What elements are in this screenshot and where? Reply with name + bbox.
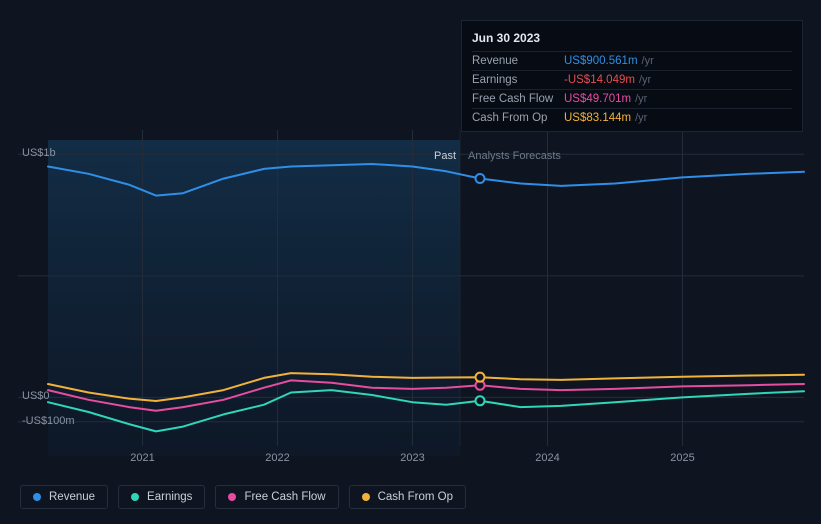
- tooltip-key: Earnings: [472, 74, 564, 86]
- legend-label: Revenue: [49, 491, 95, 503]
- tooltip-value: US$900.561m: [564, 55, 638, 67]
- tooltip-value: US$49.701m: [564, 93, 631, 105]
- label-past: Past: [434, 150, 456, 162]
- tooltip-row: Earnings-US$14.049m/yr: [472, 70, 792, 89]
- tooltip-key: Free Cash Flow: [472, 93, 564, 105]
- legend-dot-icon: [131, 493, 139, 501]
- legend-item-revenue[interactable]: Revenue: [20, 485, 108, 509]
- x-axis-label: 2021: [130, 452, 154, 464]
- tooltip-unit: /yr: [642, 55, 654, 67]
- legend-label: Earnings: [147, 491, 192, 503]
- chart-tooltip: Jun 30 2023 RevenueUS$900.561m/yrEarning…: [461, 20, 803, 132]
- legend-item-fcf[interactable]: Free Cash Flow: [215, 485, 338, 509]
- tooltip-row: Cash From OpUS$83.144m/yr: [472, 108, 792, 127]
- label-forecast: Analysts Forecasts: [468, 150, 561, 162]
- legend-dot-icon: [33, 493, 41, 501]
- tooltip-unit: /yr: [635, 93, 647, 105]
- tooltip-unit: /yr: [639, 74, 651, 86]
- tooltip-date: Jun 30 2023: [472, 27, 792, 51]
- tooltip-row: RevenueUS$900.561m/yr: [472, 51, 792, 70]
- legend-dot-icon: [228, 493, 236, 501]
- tooltip-key: Revenue: [472, 55, 564, 67]
- y-axis-label: US$1b: [22, 147, 56, 159]
- tooltip-key: Cash From Op: [472, 112, 564, 124]
- tooltip-unit: /yr: [635, 112, 647, 124]
- financials-chart: US$1b US$0 -US$100m 2021 2022 2023 2024 2025 P…: [0, 0, 821, 480]
- x-axis-label: 2024: [535, 452, 559, 464]
- tooltip-row: Free Cash FlowUS$49.701m/yr: [472, 89, 792, 108]
- tooltip-value: -US$14.049m: [564, 74, 635, 86]
- tooltip-value: US$83.144m: [564, 112, 631, 124]
- x-axis-label: 2025: [670, 452, 694, 464]
- chart-legend: Revenue Earnings Free Cash Flow Cash From O…: [20, 485, 466, 509]
- legend-dot-icon: [362, 493, 370, 501]
- legend-label: Free Cash Flow: [244, 491, 325, 503]
- x-axis-label: 2023: [400, 452, 424, 464]
- legend-item-cfo[interactable]: Cash From Op: [349, 485, 466, 509]
- y-axis-label: -US$100m: [22, 415, 75, 427]
- x-axis-label: 2022: [265, 452, 289, 464]
- legend-item-earnings[interactable]: Earnings: [118, 485, 205, 509]
- legend-label: Cash From Op: [378, 491, 453, 503]
- y-axis-label: US$0: [22, 390, 50, 402]
